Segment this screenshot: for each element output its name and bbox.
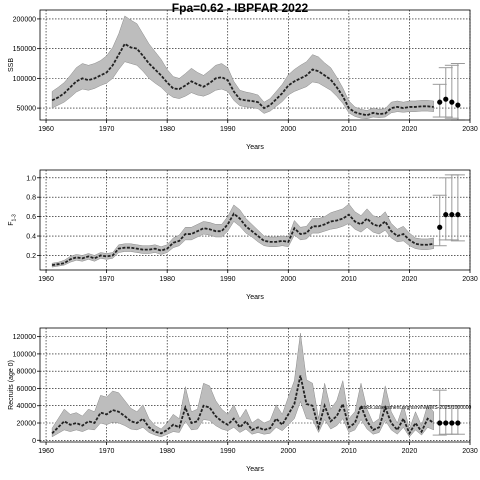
plot-frame xyxy=(39,9,471,121)
plot-frame xyxy=(39,169,471,271)
x-tick-label: 2000 xyxy=(281,126,297,133)
y-axis-label-subscript: 1-3 xyxy=(12,214,18,221)
x-tick-label: 1960 xyxy=(38,276,54,283)
y-axis-label: Recruits (age 0) xyxy=(8,360,15,410)
x-tick-label: 2030 xyxy=(462,448,478,455)
y-axis-label: F1-3 xyxy=(8,214,18,226)
x-axis-label: Years xyxy=(246,466,264,473)
x-tick-label: 2030 xyxy=(462,126,478,133)
y-tick-label: 0 xyxy=(32,438,36,445)
y-axis-label: SSB xyxy=(8,58,15,72)
x-tick-label: 1990 xyxy=(220,276,236,283)
x-tick-label: 1970 xyxy=(99,126,115,133)
panels: 1960 1970 1980 1990 2000 2010 2020 2030 50000 100… xyxy=(8,9,478,473)
confidence-band xyxy=(51,333,434,438)
projection-point xyxy=(449,99,455,105)
projection-point xyxy=(443,420,449,426)
y-tick-label: 150000 xyxy=(13,46,36,53)
x-tick-label: 2010 xyxy=(341,448,357,455)
panel-1: 1960 1970 1980 1990 2000 2010 2020 2030 50000 100… xyxy=(8,9,478,151)
figure-title: Fpa=0.62 - IBPFAR 2022 xyxy=(172,1,309,15)
x-tick-label: 1990 xyxy=(220,448,236,455)
y-tick-label: 50000 xyxy=(17,106,37,113)
y-tick-label: 80000 xyxy=(17,369,37,376)
x-tick-label: 1980 xyxy=(159,126,175,133)
x-tick-label: 1960 xyxy=(38,448,54,455)
median-line xyxy=(51,212,434,267)
median-line xyxy=(51,42,434,117)
projection-point xyxy=(437,224,443,230)
x-tick-label: 1980 xyxy=(159,276,175,283)
x-tick-label: 2000 xyxy=(281,276,297,283)
x-tick-label: 2000 xyxy=(281,448,297,455)
panel-3: 1960 1970 1980 1990 2000 2010 2020 2030 0 20000 40… xyxy=(8,327,478,473)
y-tick-label: 0.8 xyxy=(26,195,36,202)
projection-point xyxy=(437,99,443,105)
x-axis-label: Years xyxy=(246,144,264,151)
projection-point xyxy=(443,96,449,102)
x-tick-label: 1960 xyxy=(38,126,54,133)
y-tick-label: 40000 xyxy=(17,403,37,410)
x-tick-label: 2010 xyxy=(341,126,357,133)
y-tick-label: 1.0 xyxy=(26,175,36,182)
projection-point xyxy=(443,212,449,218)
x-tick-label: 1970 xyxy=(99,448,115,455)
plot-frame xyxy=(39,327,471,443)
projection-point xyxy=(455,102,461,108)
panel-2: 1960 1970 1980 1990 2000 2010 2020 2030 0.2 0.4 0.… xyxy=(8,169,478,301)
x-tick-label: 2020 xyxy=(402,126,418,133)
projection-point xyxy=(449,420,455,426)
projection-point xyxy=(455,212,461,218)
projection-point xyxy=(455,420,461,426)
chart-annotation: stock.assessment.org/ssrv/NWWS-2025/1000… xyxy=(361,405,472,411)
y-tick-label: 0.6 xyxy=(26,214,36,221)
y-tick-label: 0.4 xyxy=(26,234,36,241)
x-tick-label: 2030 xyxy=(462,276,478,283)
y-tick-label: 0.2 xyxy=(26,253,36,260)
x-tick-label: 2020 xyxy=(402,276,418,283)
y-tick-label: 100000 xyxy=(13,351,36,358)
projection-point xyxy=(437,420,443,426)
y-tick-label: 100000 xyxy=(13,76,36,83)
y-tick-label: 120000 xyxy=(13,334,36,341)
projection-point xyxy=(449,212,455,218)
y-tick-label: 200000 xyxy=(13,16,36,23)
x-tick-label: 2010 xyxy=(341,276,357,283)
x-tick-label: 1980 xyxy=(159,448,175,455)
x-tick-label: 1970 xyxy=(99,276,115,283)
confidence-band xyxy=(51,203,434,268)
x-tick-label: 1990 xyxy=(220,126,236,133)
x-axis-label: Years xyxy=(246,294,264,301)
y-tick-label: 60000 xyxy=(17,386,37,393)
confidence-band xyxy=(51,15,434,120)
y-tick-label: 20000 xyxy=(17,421,37,428)
x-tick-label: 2020 xyxy=(402,448,418,455)
